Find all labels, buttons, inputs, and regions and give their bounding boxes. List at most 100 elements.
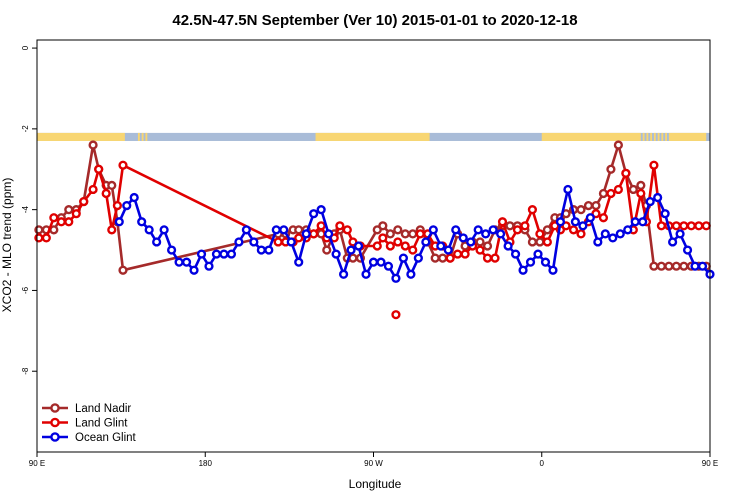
land-nadir-point bbox=[505, 221, 515, 231]
ocean-glint-point bbox=[137, 217, 147, 227]
ocean-glint-point bbox=[540, 257, 551, 267]
land-glint-point bbox=[686, 221, 696, 231]
land-glint-point bbox=[34, 233, 44, 243]
y-tick-label: -2 bbox=[21, 125, 30, 133]
ocean-glint-point bbox=[421, 237, 431, 247]
land-glint-point bbox=[445, 253, 455, 263]
ocean-glint-point bbox=[316, 205, 326, 215]
land-sea-band bbox=[37, 132, 710, 141]
ocean-glint-point bbox=[211, 249, 222, 259]
band-land bbox=[668, 132, 707, 141]
land-glint-point bbox=[613, 184, 623, 195]
ocean-glint-point bbox=[383, 261, 394, 271]
y-axis-label: XCO2 - MLO trend (ppm) bbox=[0, 178, 14, 313]
land-glint-point bbox=[649, 160, 659, 170]
land-glint-point bbox=[621, 168, 631, 178]
land-glint-point bbox=[576, 229, 586, 239]
land-nadir-point bbox=[482, 241, 493, 251]
land-glint-point bbox=[598, 213, 609, 223]
ocean-glint-point bbox=[181, 257, 192, 267]
ocean-glint-point bbox=[638, 217, 648, 227]
ocean-glint-point bbox=[585, 213, 595, 223]
y-tick-label: -8 bbox=[21, 367, 30, 375]
ocean-glint-point bbox=[114, 217, 124, 227]
land-glint-point bbox=[56, 217, 66, 227]
ocean-glint-point bbox=[144, 225, 154, 235]
land-glint-point bbox=[542, 237, 552, 247]
ocean-glint-point bbox=[488, 225, 498, 235]
ocean-glint-point bbox=[309, 209, 319, 219]
land-glint-point bbox=[671, 221, 681, 231]
ocean-glint-point bbox=[458, 233, 468, 243]
ocean-glint-point bbox=[279, 225, 289, 235]
ocean-glint-point bbox=[234, 237, 244, 247]
legend-swatch-point bbox=[50, 432, 60, 442]
land-glint-point bbox=[520, 221, 530, 231]
ocean-glint-point bbox=[630, 217, 640, 227]
ocean-glint-point bbox=[338, 269, 349, 279]
ocean-glint-point bbox=[286, 237, 296, 247]
ocean-glint-point bbox=[645, 196, 655, 207]
x-tick-label: 90 W bbox=[364, 459, 383, 468]
ocean-glint-point bbox=[324, 229, 334, 239]
band-land bbox=[141, 132, 144, 141]
band-land bbox=[642, 132, 645, 141]
land-glint-point bbox=[101, 188, 111, 199]
ocean-glint-point bbox=[368, 257, 379, 267]
ocean-glint-point bbox=[249, 237, 259, 247]
ocean-glint-point bbox=[241, 225, 251, 235]
ocean-glint-point bbox=[391, 273, 401, 283]
land-nadir-point bbox=[598, 188, 609, 199]
land-glint-point bbox=[94, 164, 104, 174]
ocean-glint-point bbox=[563, 184, 573, 195]
ocean-glint-point bbox=[578, 221, 588, 231]
ocean-glint-point bbox=[533, 249, 543, 259]
land-nadir-point bbox=[385, 229, 395, 239]
land-nadir-point bbox=[649, 261, 659, 271]
ocean-glint-point bbox=[481, 229, 491, 239]
land-glint-point bbox=[512, 225, 523, 235]
land-glint-point bbox=[400, 241, 410, 251]
ocean-glint-point bbox=[122, 201, 132, 211]
land-glint-point bbox=[453, 249, 463, 259]
chart-title: 42.5N-47.5N September (Ver 10) 2015-01-0… bbox=[172, 12, 577, 29]
ocean-glint-point bbox=[219, 249, 229, 259]
ocean-glint-point bbox=[271, 225, 281, 235]
land-nadir-point bbox=[527, 237, 538, 247]
land-glint-point bbox=[372, 241, 382, 251]
land-glint-point bbox=[527, 205, 538, 215]
land-nadir-point bbox=[294, 225, 304, 235]
ocean-glint-point bbox=[301, 229, 311, 239]
land-glint-point bbox=[112, 201, 122, 211]
ocean-glint-point bbox=[570, 217, 581, 227]
ocean-glint-point bbox=[189, 265, 199, 275]
ocean-glint-point bbox=[548, 265, 558, 275]
ocean-glint-point bbox=[174, 257, 184, 267]
ocean-glint-point bbox=[682, 245, 693, 255]
band-land bbox=[650, 132, 653, 141]
land-nadir-point bbox=[393, 225, 403, 235]
land-nadir-point bbox=[64, 205, 74, 215]
ocean-glint-point bbox=[615, 229, 625, 239]
ocean-glint-point bbox=[129, 192, 139, 203]
ocean-glint-point bbox=[473, 225, 483, 235]
legend-item-ocean-glint: Ocean Glint bbox=[42, 432, 137, 444]
land-glint-point bbox=[482, 253, 493, 263]
y-tick-label: -6 bbox=[21, 286, 30, 294]
ocean-glint-point bbox=[466, 237, 476, 247]
land-nadir-point bbox=[535, 237, 545, 247]
band-land bbox=[37, 132, 125, 141]
ocean-glint-point bbox=[623, 225, 633, 235]
ocean-glint-point bbox=[525, 257, 536, 267]
land-nadir-point bbox=[107, 180, 117, 191]
ocean-glint-point bbox=[690, 261, 700, 271]
ocean-glint-point bbox=[406, 269, 416, 279]
land-glint-point bbox=[273, 237, 283, 247]
ocean-glint-point bbox=[675, 229, 685, 239]
legend: Land Nadir Land Glint Ocean Glint bbox=[42, 403, 137, 444]
ocean-glint-point bbox=[346, 245, 356, 255]
land-glint-point bbox=[342, 225, 352, 235]
ocean-glint-point bbox=[503, 241, 513, 251]
ocean-glint-point bbox=[600, 229, 610, 239]
land-glint-point bbox=[694, 221, 704, 231]
